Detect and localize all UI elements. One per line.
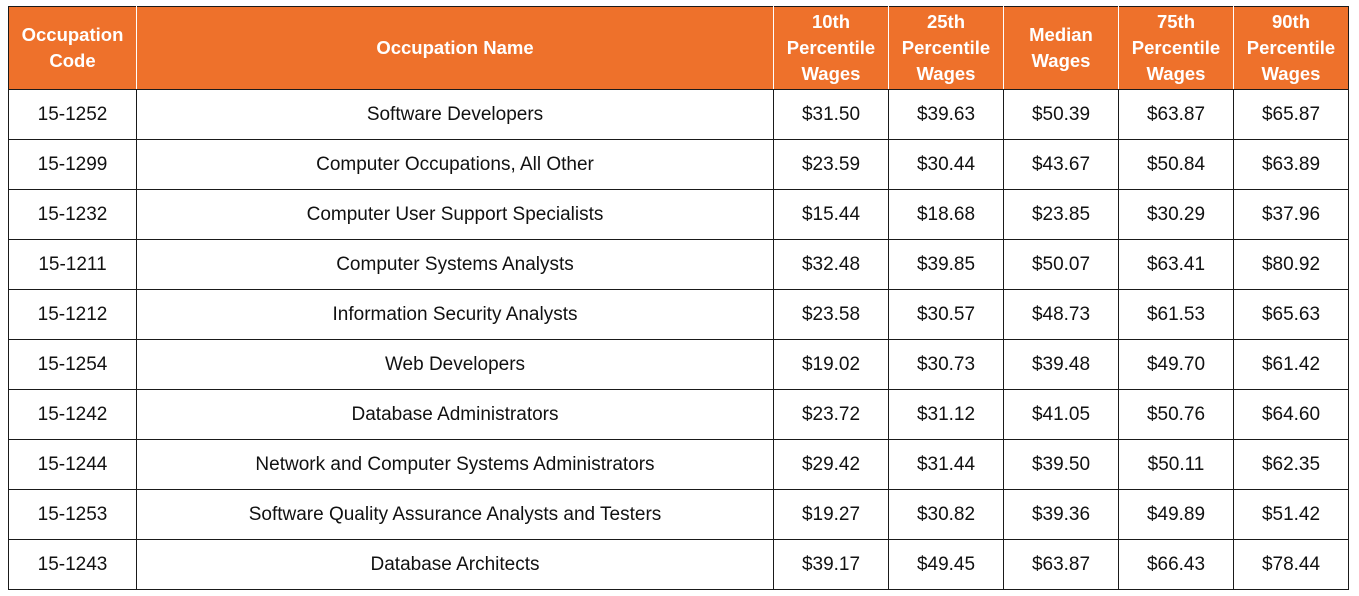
header-75th-percentile: 75th Percentile Wages	[1118, 6, 1234, 90]
wage-75th-cell: $50.84	[1118, 139, 1234, 190]
occupation-code-cell: 15-1244	[8, 439, 137, 490]
wage-median-cell: $23.85	[1003, 189, 1119, 240]
occupation-code-cell: 15-1211	[8, 239, 137, 290]
header-median: Median Wages	[1003, 6, 1119, 90]
wage-25th-cell: $30.44	[888, 139, 1004, 190]
wage-25th-cell: $49.45	[888, 539, 1004, 590]
header-90th-percentile: 90th Percentile Wages	[1233, 6, 1349, 90]
occupation-code-cell: 15-1299	[8, 139, 137, 190]
occupation-wage-table: Occupation Code Occupation Name 10th Per…	[8, 6, 1349, 590]
wage-90th-cell: $37.96	[1233, 189, 1349, 240]
header-row: Occupation Code Occupation Name 10th Per…	[8, 6, 1349, 90]
wage-10th-cell: $23.58	[773, 289, 889, 340]
wage-10th-cell: $23.59	[773, 139, 889, 190]
wage-25th-cell: $39.85	[888, 239, 1004, 290]
wage-median-cell: $43.67	[1003, 139, 1119, 190]
occupation-name-cell: Software Developers	[136, 89, 774, 140]
wage-75th-cell: $49.70	[1118, 339, 1234, 390]
wage-25th-cell: $30.82	[888, 489, 1004, 540]
wage-10th-cell: $23.72	[773, 389, 889, 440]
wage-median-cell: $50.39	[1003, 89, 1119, 140]
wage-25th-cell: $30.57	[888, 289, 1004, 340]
wage-90th-cell: $78.44	[1233, 539, 1349, 590]
wage-median-cell: $41.05	[1003, 389, 1119, 440]
table-row: 15-1254 Web Developers $19.02 $30.73 $39.48 $…	[8, 339, 1349, 390]
wage-25th-cell: $31.12	[888, 389, 1004, 440]
header-occupation-name: Occupation Name	[136, 6, 774, 90]
occupation-name-cell: Information Security Analysts	[136, 289, 774, 340]
wage-10th-cell: $32.48	[773, 239, 889, 290]
table-row: 15-1211 Computer Systems Analysts $32.48 $3…	[8, 239, 1349, 290]
wage-90th-cell: $65.87	[1233, 89, 1349, 140]
occupation-name-cell: Web Developers	[136, 339, 774, 390]
occupation-code-cell: 15-1254	[8, 339, 137, 390]
wage-25th-cell: $39.63	[888, 89, 1004, 140]
wage-90th-cell: $80.92	[1233, 239, 1349, 290]
occupation-name-cell: Computer Systems Analysts	[136, 239, 774, 290]
wage-90th-cell: $61.42	[1233, 339, 1349, 390]
wage-90th-cell: $64.60	[1233, 389, 1349, 440]
occupation-code-cell: 15-1253	[8, 489, 137, 540]
table-row: 15-1232 Computer User Support Specialists…	[8, 189, 1349, 240]
table-row: 15-1212 Information Security Analysts $23.…	[8, 289, 1349, 340]
table-row: 15-1253 Software Quality Assurance Analys…	[8, 489, 1349, 540]
occupation-name-cell: Computer Occupations, All Other	[136, 139, 774, 190]
table-row: 15-1243 Database Architects $39.17 $49.45 $6…	[8, 539, 1349, 590]
wage-90th-cell: $62.35	[1233, 439, 1349, 490]
wage-25th-cell: $30.73	[888, 339, 1004, 390]
table-row: 15-1244 Network and Computer Systems Admi…	[8, 439, 1349, 490]
occupation-code-cell: 15-1243	[8, 539, 137, 590]
wage-median-cell: $48.73	[1003, 289, 1119, 340]
occupation-name-cell: Software Quality Assurance Analysts and …	[136, 489, 774, 540]
occupation-name-cell: Database Administrators	[136, 389, 774, 440]
occupation-name-cell: Network and Computer Systems Administrat…	[136, 439, 774, 490]
wage-10th-cell: $19.02	[773, 339, 889, 390]
wage-75th-cell: $63.41	[1118, 239, 1234, 290]
wage-75th-cell: $50.11	[1118, 439, 1234, 490]
header-occupation-code: Occupation Code	[8, 6, 137, 90]
occupation-code-cell: 15-1212	[8, 289, 137, 340]
table-header: Occupation Code Occupation Name 10th Per…	[8, 6, 1349, 90]
header-10th-percentile: 10th Percentile Wages	[773, 6, 889, 90]
table-body: 15-1252 Software Developers $31.50 $39.63 $5…	[8, 89, 1349, 590]
wage-75th-cell: $49.89	[1118, 489, 1234, 540]
wage-75th-cell: $30.29	[1118, 189, 1234, 240]
wage-10th-cell: $29.42	[773, 439, 889, 490]
wage-median-cell: $50.07	[1003, 239, 1119, 290]
occupation-code-cell: 15-1232	[8, 189, 137, 240]
wage-75th-cell: $61.53	[1118, 289, 1234, 340]
wage-25th-cell: $31.44	[888, 439, 1004, 490]
wage-10th-cell: $19.27	[773, 489, 889, 540]
wage-median-cell: $39.48	[1003, 339, 1119, 390]
wage-median-cell: $39.50	[1003, 439, 1119, 490]
wage-10th-cell: $39.17	[773, 539, 889, 590]
header-25th-percentile: 25th Percentile Wages	[888, 6, 1004, 90]
wage-10th-cell: $31.50	[773, 89, 889, 140]
wage-75th-cell: $66.43	[1118, 539, 1234, 590]
wage-25th-cell: $18.68	[888, 189, 1004, 240]
table-row: 15-1242 Database Administrators $23.72 $31.…	[8, 389, 1349, 440]
wage-90th-cell: $51.42	[1233, 489, 1349, 540]
wage-median-cell: $39.36	[1003, 489, 1119, 540]
occupation-name-cell: Computer User Support Specialists	[136, 189, 774, 240]
table-row: 15-1252 Software Developers $31.50 $39.63 $5…	[8, 89, 1349, 140]
table-row: 15-1299 Computer Occupations, All Other $2…	[8, 139, 1349, 190]
occupation-code-cell: 15-1242	[8, 389, 137, 440]
wage-75th-cell: $50.76	[1118, 389, 1234, 440]
occupation-name-cell: Database Architects	[136, 539, 774, 590]
occupation-code-cell: 15-1252	[8, 89, 137, 140]
wage-75th-cell: $63.87	[1118, 89, 1234, 140]
wage-90th-cell: $65.63	[1233, 289, 1349, 340]
wage-90th-cell: $63.89	[1233, 139, 1349, 190]
wage-median-cell: $63.87	[1003, 539, 1119, 590]
wage-10th-cell: $15.44	[773, 189, 889, 240]
